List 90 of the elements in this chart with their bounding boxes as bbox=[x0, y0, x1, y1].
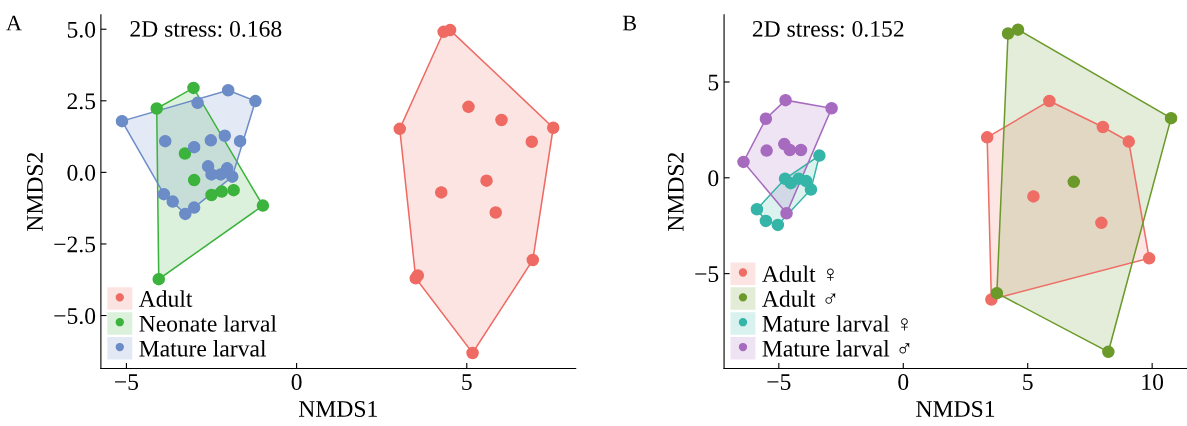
point bbox=[466, 346, 479, 360]
x-tick-label: 10 bbox=[1142, 374, 1164, 390]
point bbox=[546, 121, 560, 134]
point bbox=[150, 102, 163, 115]
legend-label: Adult ♀ bbox=[762, 265, 834, 283]
point bbox=[443, 23, 457, 37]
point bbox=[779, 93, 792, 107]
point bbox=[525, 135, 539, 148]
point bbox=[226, 170, 239, 183]
point bbox=[115, 114, 129, 128]
x-tick-label: 5 bbox=[1023, 374, 1033, 390]
point bbox=[187, 201, 201, 214]
point bbox=[1102, 345, 1115, 359]
x-tick-label: −5 bbox=[115, 374, 139, 390]
point bbox=[157, 187, 171, 201]
point bbox=[218, 129, 232, 142]
annotation: 2D stress: 0.152 bbox=[752, 20, 904, 37]
point bbox=[990, 286, 1004, 300]
point bbox=[221, 83, 235, 97]
y-tick-label: 5 bbox=[708, 74, 719, 91]
point bbox=[233, 134, 247, 148]
point bbox=[179, 207, 192, 221]
point bbox=[1142, 252, 1156, 265]
point bbox=[1001, 27, 1015, 40]
point bbox=[759, 214, 773, 228]
point bbox=[1011, 23, 1025, 36]
x-axis-title: NMDS1 bbox=[298, 401, 377, 417]
point bbox=[204, 134, 218, 147]
point bbox=[1067, 175, 1081, 189]
point bbox=[980, 131, 994, 144]
point bbox=[205, 188, 218, 202]
point bbox=[249, 94, 262, 108]
point bbox=[780, 207, 793, 220]
y-tick-label: −5 bbox=[695, 266, 719, 283]
point bbox=[771, 218, 785, 232]
annotation: 2D stress: 0.168 bbox=[130, 20, 282, 37]
legend-label: Mature larval ♂ bbox=[762, 339, 910, 357]
point bbox=[759, 112, 773, 126]
point bbox=[166, 195, 179, 208]
point bbox=[1096, 120, 1110, 134]
point bbox=[187, 81, 200, 95]
point bbox=[393, 122, 406, 136]
point bbox=[760, 144, 773, 157]
point bbox=[1027, 190, 1040, 203]
y-tick-label: −5.0 bbox=[54, 308, 96, 325]
x-tick-label: 0 bbox=[898, 374, 909, 390]
x-tick-label: 0 bbox=[291, 374, 302, 390]
point bbox=[1043, 94, 1056, 108]
point bbox=[187, 173, 201, 187]
legend-label: Adult ♂ bbox=[762, 290, 836, 307]
legend-label: Mature larval bbox=[139, 339, 267, 357]
point bbox=[178, 147, 192, 160]
point bbox=[215, 185, 228, 198]
point bbox=[480, 174, 493, 187]
y-tick-label: 5.0 bbox=[67, 21, 96, 38]
x-tick-label: 5 bbox=[462, 374, 472, 390]
legend-label: Adult bbox=[138, 290, 193, 307]
point bbox=[1122, 135, 1136, 148]
x-tick-label: −5 bbox=[767, 374, 791, 390]
y-axis-title: NMDS2 bbox=[26, 152, 43, 232]
point bbox=[750, 202, 764, 216]
point bbox=[495, 113, 508, 127]
text: B bbox=[622, 15, 636, 31]
point bbox=[152, 272, 166, 286]
point bbox=[794, 143, 808, 157]
point bbox=[804, 183, 818, 196]
point bbox=[227, 183, 240, 197]
point bbox=[1095, 216, 1108, 230]
y-tick-label: 2.5 bbox=[67, 93, 96, 110]
point bbox=[526, 253, 540, 267]
point bbox=[191, 96, 204, 110]
point bbox=[825, 101, 838, 115]
legend-label: Mature larval ♀ bbox=[762, 315, 908, 332]
point bbox=[783, 143, 797, 157]
text: A bbox=[6, 15, 22, 31]
point bbox=[489, 206, 502, 219]
legend-label: Neonate larval bbox=[139, 315, 277, 332]
point bbox=[813, 149, 826, 162]
x-axis-title: NMDS1 bbox=[916, 401, 995, 417]
y-axis-title: NMDS2 bbox=[667, 152, 684, 232]
point bbox=[187, 140, 201, 154]
point bbox=[462, 100, 475, 114]
point bbox=[435, 186, 448, 199]
point bbox=[737, 155, 750, 169]
y-tick-label: 0 bbox=[708, 170, 719, 187]
point bbox=[1164, 111, 1178, 125]
y-tick-label: 0.0 bbox=[67, 164, 96, 181]
y-tick-label: −2.5 bbox=[54, 236, 96, 253]
point bbox=[158, 134, 172, 148]
point bbox=[256, 199, 270, 212]
